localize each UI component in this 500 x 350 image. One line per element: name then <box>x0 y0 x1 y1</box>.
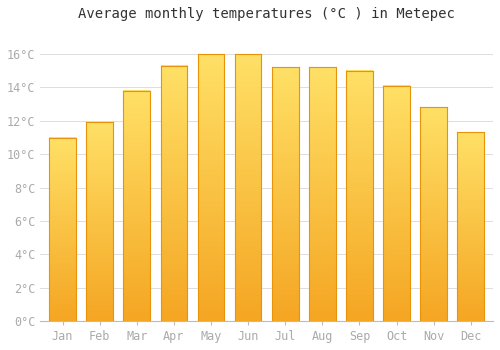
Title: Average monthly temperatures (°C ) in Metepec: Average monthly temperatures (°C ) in Me… <box>78 7 455 21</box>
